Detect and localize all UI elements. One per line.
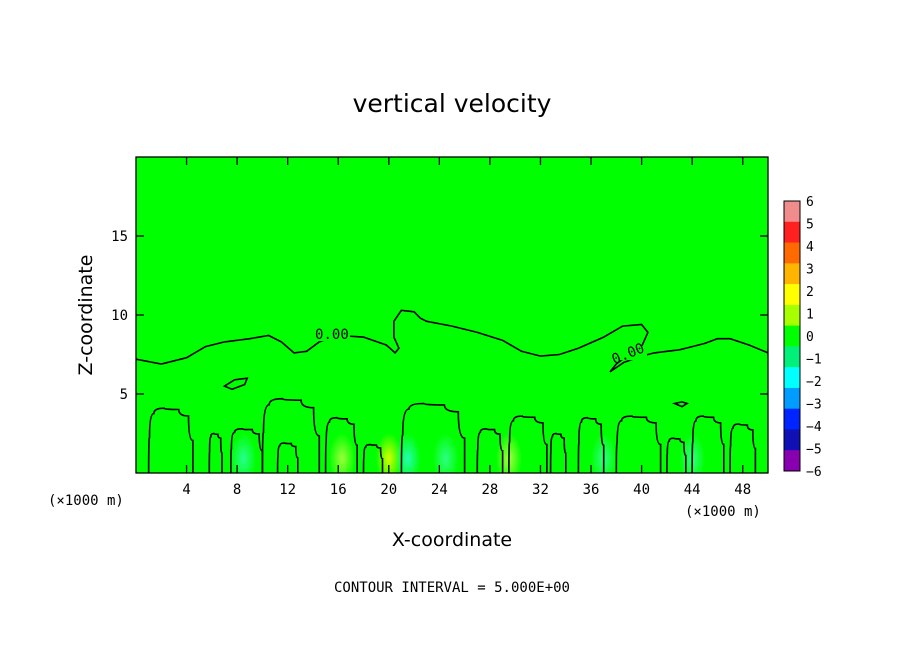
anomaly-blob <box>329 432 356 473</box>
y-tick-label: 5 <box>120 387 128 403</box>
colorbar-tick-label: 6 <box>806 195 814 210</box>
colorbar-tick-label: −4 <box>806 420 822 435</box>
contour-plume <box>362 443 384 473</box>
x-tick-label: 28 <box>481 482 498 498</box>
chart-title: vertical velocity <box>353 89 552 118</box>
colorbar-tick-label: 4 <box>806 240 814 255</box>
x-tick-label: 12 <box>279 482 296 498</box>
contour-plume <box>549 432 567 473</box>
colorbar-tick-label: −6 <box>806 465 822 480</box>
contour-plume <box>666 437 687 473</box>
contour-interval-note: CONTOUR INTERVAL = 5.000E+00 <box>334 580 570 596</box>
colorbar-swatch <box>784 450 800 472</box>
colorbar-swatch <box>784 201 800 223</box>
colorbar-swatch <box>784 387 800 410</box>
contour-plume <box>615 415 662 473</box>
y-tick-label: 10 <box>111 308 128 324</box>
contour-plume <box>476 427 504 473</box>
x-tick-label: 48 <box>734 482 751 498</box>
colorbar-tick-label: 1 <box>806 308 814 323</box>
colorbar-tick-label: 5 <box>806 218 814 233</box>
colorbar-swatch <box>784 242 800 264</box>
colorbar-tick-label: −3 <box>806 398 822 413</box>
colorbar-tick-label: −2 <box>806 375 822 390</box>
x-tick-label: 24 <box>431 482 448 498</box>
colorbar-swatch <box>784 304 800 327</box>
y-axis-label: Z-coordinate <box>75 255 97 376</box>
plot-background <box>136 157 768 473</box>
x-tick-label: 4 <box>182 482 190 498</box>
colorbar-swatch <box>784 408 800 430</box>
contour-plume <box>729 423 757 473</box>
x-tick-label: 20 <box>380 482 397 498</box>
x-tick-label: 8 <box>233 482 241 498</box>
colorbar-tick-label: −5 <box>806 443 822 458</box>
contour-closed <box>671 401 690 408</box>
x-tick-label: 44 <box>684 482 701 498</box>
colorbar-swatch <box>784 346 800 368</box>
contour-plume <box>208 432 223 473</box>
contour-label-bg <box>313 327 350 342</box>
y-tick-label: 15 <box>111 229 128 245</box>
contour-closed <box>222 377 249 391</box>
x-unit-label-right: (×1000 m) <box>685 504 761 520</box>
colorbar-tick-label: 3 <box>806 263 814 278</box>
colorbar-swatch <box>784 284 800 306</box>
contour-plume <box>276 442 299 473</box>
x-axis-ticks: 4 8 12 16 20 24 28 32 36 40 44 48 <box>182 157 751 498</box>
contour-plume <box>261 397 321 473</box>
y-axis-ticks: 5 10 15 <box>111 229 768 403</box>
anomaly-blob <box>432 432 459 473</box>
contour-plume <box>691 415 725 473</box>
x-tick-label: 32 <box>532 482 549 498</box>
contour-lines <box>136 309 768 473</box>
colorbar-swatch <box>784 221 800 244</box>
contour-upper <box>136 309 768 373</box>
x-tick-label: 16 <box>330 482 347 498</box>
x-unit-label-left: (×1000 m) <box>48 493 124 509</box>
colorbar-tick-label: −1 <box>806 353 822 368</box>
x-tick-label: 40 <box>633 482 650 498</box>
colorbar-swatch <box>784 325 800 347</box>
colorbar-frame <box>783 200 801 472</box>
x-tick-label: 36 <box>583 482 600 498</box>
colorbar-swatch <box>784 429 800 451</box>
colorbar: 6 5 4 3 2 1 0 −1 −2 −3 −4 −5 −6 <box>783 195 822 480</box>
contour-plume <box>147 407 194 473</box>
plot-area: 0.000.00 <box>135 156 769 474</box>
contour-label: 0.00 <box>315 327 349 343</box>
anomaly-blob <box>230 432 257 473</box>
contour-plume <box>508 415 548 473</box>
colorbar-tick-label: 2 <box>806 285 814 300</box>
contour-plume <box>400 402 466 473</box>
contour-plume <box>324 416 359 473</box>
anomaly-blob <box>394 432 421 473</box>
contour-plume <box>577 416 605 473</box>
colorbar-swatch <box>784 263 800 285</box>
colorbar-swatch <box>784 367 800 389</box>
x-axis-label: X-coordinate <box>392 529 512 551</box>
colorbar-tick-label: 0 <box>806 330 814 345</box>
contour-label-bg <box>610 346 647 361</box>
